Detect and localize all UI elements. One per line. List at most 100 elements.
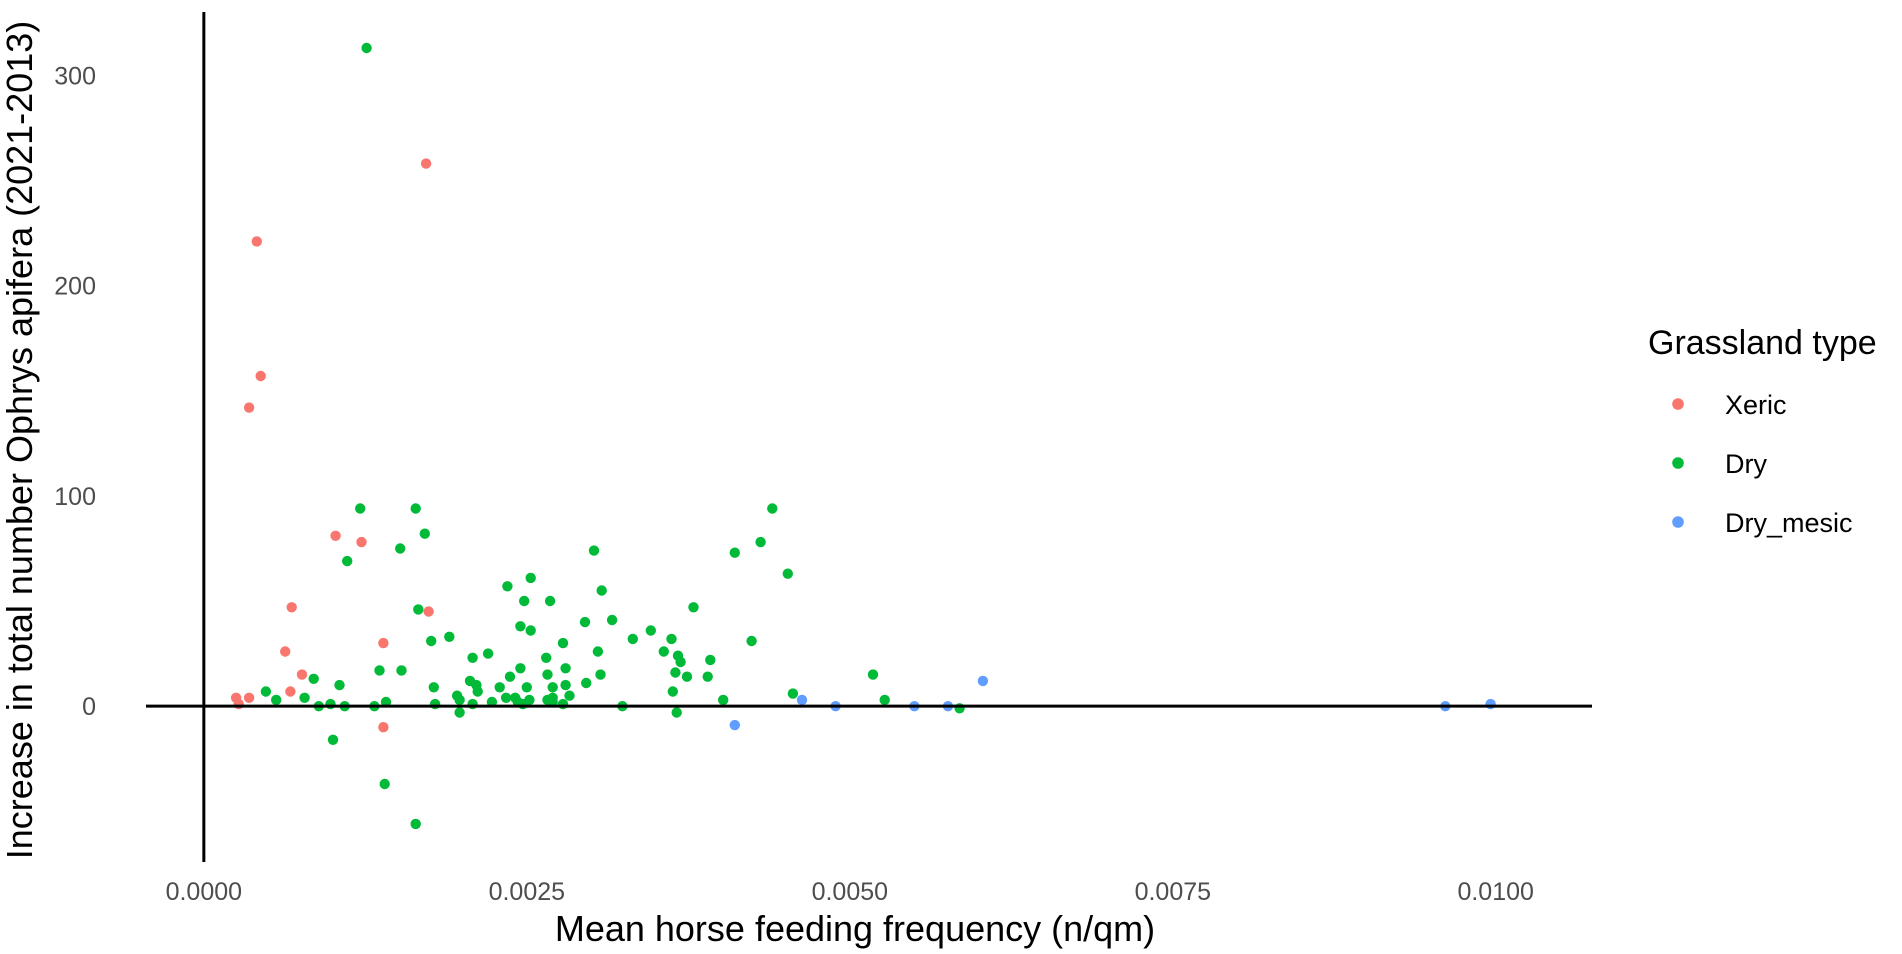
- data-point-xeric: [243, 402, 255, 413]
- data-point-xeric: [233, 698, 244, 710]
- data-point-xeric: [280, 646, 291, 657]
- x-tick-label: 0.0050: [812, 878, 888, 906]
- data-point-dry: [658, 646, 669, 657]
- data-point-xeric: [255, 370, 266, 382]
- data-point-dry: [419, 528, 430, 539]
- data-point-dry: [547, 682, 558, 693]
- data-point-dry: [454, 694, 465, 706]
- legend: Grassland type Xeric Dry Dry_mesic: [1648, 324, 1877, 538]
- data-point-dry: [702, 671, 713, 682]
- data-point-dry: [560, 679, 571, 691]
- data-point-dry: [379, 778, 390, 790]
- data-point-dry: [560, 663, 571, 674]
- data-point-dry: [500, 692, 512, 703]
- y-axis-title: Increase in total number Ophrys apifera …: [0, 21, 40, 859]
- data-point-dry: [579, 616, 591, 628]
- data-point-dry: [308, 673, 319, 684]
- data-point-xeric: [423, 606, 434, 617]
- legend-key: [1672, 457, 1684, 469]
- legend-title: Grassland type: [1648, 324, 1877, 362]
- data-point-dry: [342, 555, 353, 567]
- data-point-dry: [515, 663, 526, 674]
- data-point-xeric: [356, 536, 367, 548]
- data-point-dry: [755, 536, 766, 548]
- data-point-dry: [675, 656, 686, 668]
- data-point-dry: [581, 677, 592, 689]
- data-point-dry: [410, 503, 421, 514]
- data-point-dry: [472, 686, 483, 697]
- data-point-dry: [688, 602, 699, 613]
- data-point-dry: [355, 503, 366, 514]
- data-point-dry: [444, 631, 455, 642]
- data-point-dry-mesic: [1485, 698, 1496, 710]
- data-point-dry: [645, 625, 656, 636]
- x-axis-title: Mean horse feeding frequency (n/qm): [555, 908, 1155, 949]
- data-point-dry: [494, 682, 505, 693]
- data-point-dry: [521, 682, 532, 693]
- x-tick-label: 0.0075: [1135, 878, 1211, 906]
- data-point-dry: [542, 669, 553, 680]
- data-point-dry: [746, 635, 757, 647]
- data-point-dry: [557, 637, 569, 649]
- legend-label: Dry_mesic: [1725, 508, 1853, 538]
- data-point-dry: [557, 698, 569, 710]
- data-point-xeric: [286, 602, 297, 613]
- legend-key: [1672, 516, 1684, 528]
- data-point-dry: [502, 581, 513, 592]
- data-point-dry: [681, 671, 693, 682]
- data-point-dry: [428, 682, 439, 693]
- x-tick-label: 0.0025: [489, 878, 565, 906]
- legend-label: Xeric: [1725, 390, 1787, 420]
- data-point-dry: [718, 694, 729, 706]
- y-tick-label: 200: [54, 273, 96, 301]
- data-point-xeric: [420, 158, 432, 169]
- data-point-dry: [588, 545, 600, 556]
- legend-item-dry: Dry: [1672, 449, 1767, 479]
- data-point-dry-mesic: [729, 719, 740, 731]
- data-point-xeric: [296, 669, 308, 680]
- data-point-dry: [515, 621, 526, 632]
- data-point-dry: [271, 694, 282, 706]
- data-point-dry: [954, 703, 965, 714]
- data-point-dry: [482, 648, 494, 659]
- data-point-dry: [595, 669, 606, 680]
- data-point-dry: [467, 698, 478, 710]
- data-point-dry: [670, 667, 681, 678]
- data-point-dry: [525, 625, 536, 636]
- data-point-dry: [596, 585, 607, 596]
- data-point-dry-mesic: [977, 675, 989, 687]
- data-point-xeric: [285, 686, 296, 697]
- y-tick-label: 100: [54, 483, 96, 511]
- data-point-dry: [547, 696, 558, 708]
- data-point-dry: [606, 614, 618, 626]
- data-point-dry: [767, 503, 778, 514]
- y-tick-label: 0: [82, 693, 96, 721]
- data-point-dry: [879, 694, 890, 706]
- data-point-dry: [504, 671, 516, 682]
- data-point-dry: [361, 42, 372, 54]
- data-point-dry: [454, 707, 465, 718]
- data-point-xeric: [251, 236, 262, 247]
- data-point-dry: [667, 686, 678, 697]
- data-point-dry: [299, 692, 310, 703]
- data-point-xeric: [330, 530, 341, 541]
- data-point-dry: [729, 547, 740, 558]
- x-tick-label: 0.0100: [1457, 878, 1533, 906]
- data-point-dry: [666, 633, 677, 645]
- legend-items: Xeric Dry Dry_mesic: [1672, 390, 1853, 538]
- data-point-dry: [867, 669, 879, 680]
- data-point-xeric: [378, 722, 389, 733]
- data-point-dry: [426, 635, 437, 647]
- data-point-dry: [429, 698, 441, 710]
- data-point-dry: [395, 543, 406, 554]
- legend-item-dry-mesic: Dry_mesic: [1672, 508, 1853, 538]
- data-point-dry: [327, 734, 339, 745]
- y-tick-label: 300: [54, 62, 96, 90]
- data-points: [230, 42, 1496, 830]
- data-point-dry: [525, 572, 536, 584]
- data-point-dry: [705, 654, 716, 666]
- legend-key: [1672, 398, 1684, 410]
- data-point-xeric: [243, 692, 255, 703]
- x-axis-ticks: 0.0000 0.0025 0.0050 0.0075 0.0100: [166, 878, 1534, 906]
